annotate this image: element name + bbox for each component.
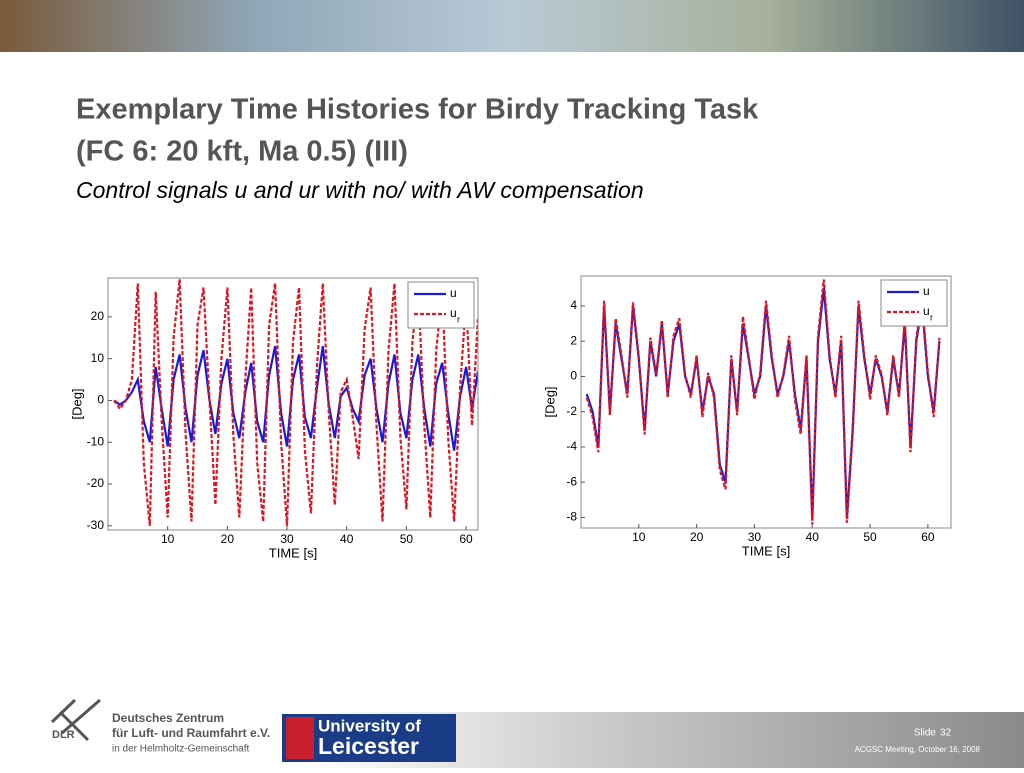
series-line	[113, 345, 478, 451]
leicester-crest	[286, 717, 314, 759]
dlr-acronym: DLR	[52, 729, 75, 741]
slide-label: Slide	[914, 728, 937, 739]
series-line	[585, 279, 941, 525]
x-axis-label: TIME [s]	[269, 545, 317, 560]
x-tick-label: 40	[806, 530, 820, 544]
y-tick-label: -30	[87, 518, 105, 532]
y-tick-label: -2	[566, 404, 577, 418]
y-tick-label: 10	[91, 351, 105, 365]
x-tick-label: 60	[921, 530, 935, 544]
dlr-text: in der Helmholtz-Gemeinschaft	[112, 744, 249, 755]
title: Exemplary Time Histories for Birdy Track…	[76, 94, 759, 126]
y-axis-label: [Deg]	[542, 386, 557, 417]
x-axis-label: TIME [s]	[742, 543, 790, 558]
x-tick-label: 10	[161, 532, 175, 546]
meeting: ACGSC Meeting, October 16, 2008	[855, 745, 981, 754]
y-tick-label: -6	[566, 474, 577, 488]
y-tick-label: 4	[570, 298, 577, 312]
y-tick-label: -4	[566, 439, 577, 453]
subtitle: Control signals u and ur with no/ with A…	[76, 177, 644, 203]
title: (FC 6: 20 kft, Ma 0.5) (III)	[76, 136, 408, 168]
x-tick-label: 10	[632, 530, 646, 544]
y-tick-label: 2	[570, 333, 577, 347]
y-tick-label: 20	[91, 309, 105, 323]
y-tick-label: 0	[97, 393, 104, 407]
plot-frame	[107, 277, 479, 531]
x-tick-label: 30	[280, 532, 294, 546]
dlr-text: für Luft- und Raumfahrt e.V.	[112, 726, 270, 740]
slide-number: 32	[940, 728, 952, 739]
x-tick-label: 50	[400, 532, 414, 546]
legend-label: u	[923, 284, 930, 298]
legend-label: u	[450, 286, 457, 300]
x-tick-label: 50	[863, 530, 877, 544]
x-tick-label: 60	[459, 532, 473, 546]
legend-label: u	[923, 304, 930, 318]
footer-bar	[0, 712, 1024, 768]
legend-subscript: r	[930, 312, 933, 322]
y-tick-label: 0	[570, 369, 577, 383]
legend-subscript: r	[457, 314, 460, 324]
x-tick-label: 20	[690, 530, 704, 544]
dlr-text: Deutsches Zentrum	[112, 711, 224, 725]
leicester-text: University of	[318, 716, 421, 735]
legend-box	[407, 281, 475, 329]
x-tick-label: 30	[748, 530, 762, 544]
legend-label: u	[450, 306, 457, 320]
y-tick-label: -8	[566, 510, 577, 524]
leicester-text: Leicester	[318, 733, 419, 759]
x-tick-label: 40	[340, 532, 354, 546]
y-tick-label: -10	[87, 434, 105, 448]
dlr-logo	[50, 698, 101, 742]
x-tick-label: 20	[221, 532, 235, 546]
legend-box	[880, 279, 948, 327]
banner	[0, 0, 1024, 52]
plot-frame	[580, 275, 952, 529]
y-tick-label: -20	[87, 476, 105, 490]
y-axis-label: [Deg]	[69, 388, 84, 419]
